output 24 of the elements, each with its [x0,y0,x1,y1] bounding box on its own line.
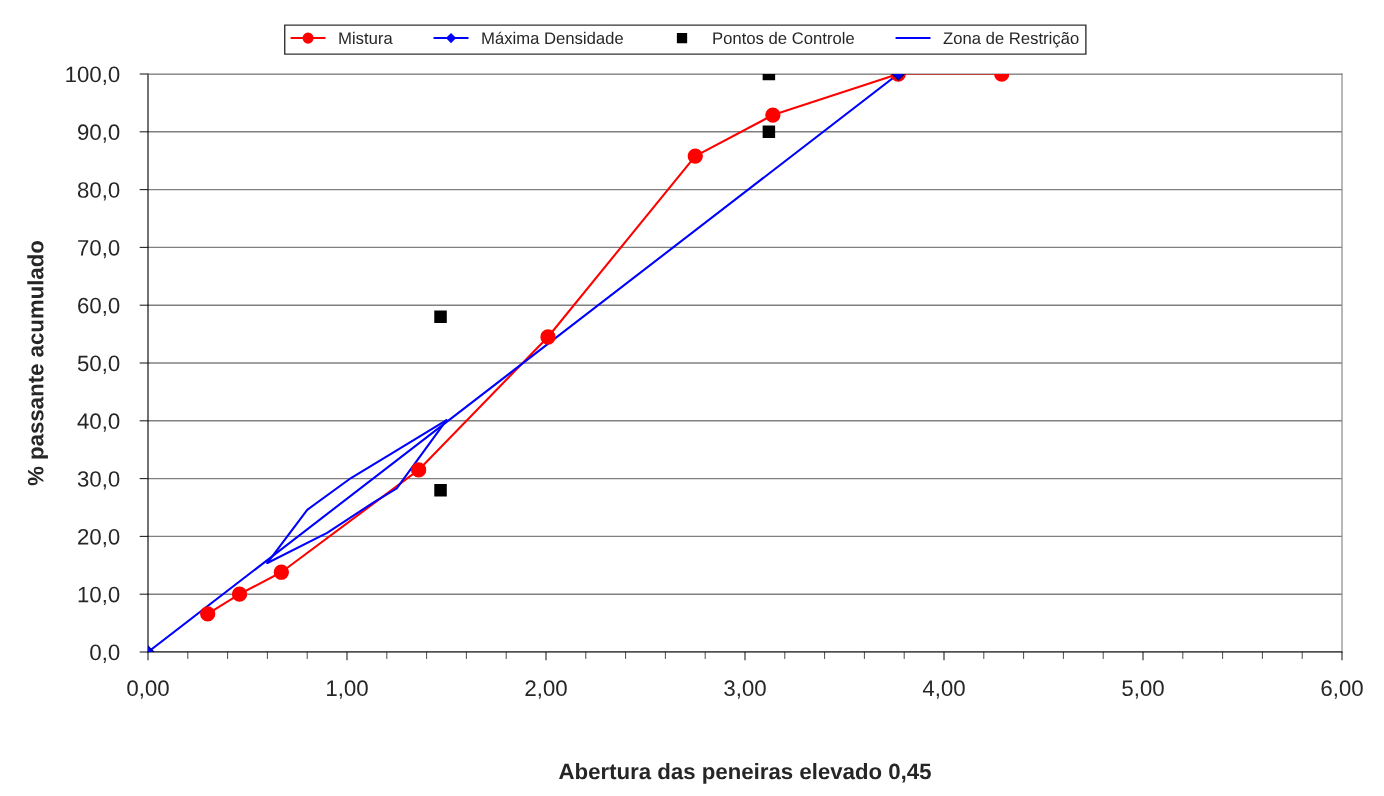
legend-label: Mistura [339,31,393,45]
x-tick-label: 4,00 [922,680,965,699]
y-tick-label: 30,0 [77,471,120,490]
y-tick-label: 10,0 [78,586,120,606]
x-tick-label: 5,00 [1122,680,1164,699]
y-tick-label: 70,0 [78,239,120,259]
y-tick-label: 0,0 [90,644,120,663]
x-axis-title: Abertura das peneiras elevado 0,45 [559,762,931,784]
legend-label: Máxima Densidade [482,31,623,45]
legend-label: Pontos de Controle [713,31,854,45]
y-tick-label: 60,0 [78,297,120,317]
x-tick-label: 6,00 [1321,680,1363,699]
x-tick-label: 3,00 [724,680,766,699]
y-tick-label: 100,0 [66,66,120,85]
y-tick-label: 80,0 [77,182,120,201]
y-tick-label: 40,0 [77,413,120,432]
x-tick-label: 1,00 [327,680,368,699]
x-tick-label: 2,00 [525,680,567,699]
y-tick-label: 20,0 [78,528,120,548]
x-tick-label: 0,00 [127,680,169,699]
y-tick-label: 50,0 [77,355,120,374]
y-axis-title: % passante acumulado [27,240,48,486]
legend-label: Zona de Restrição [943,31,1079,48]
y-tick-label: 90,0 [78,124,120,143]
